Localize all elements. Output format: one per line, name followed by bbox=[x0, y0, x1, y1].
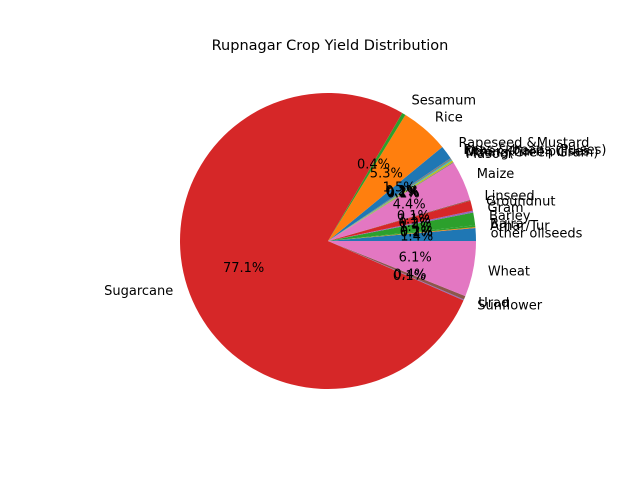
slice-percent-barley: 1.4% bbox=[399, 220, 432, 235]
slice-percent-masoor: 0.1% bbox=[387, 186, 420, 201]
pie-slice-masoor bbox=[328, 161, 454, 241]
slice-label-groundnut: Groundnut bbox=[486, 195, 555, 210]
pie-slice-sunflower bbox=[328, 241, 464, 301]
slice-percent-moong-green-gram: 0.2% bbox=[386, 186, 419, 201]
pie-slice-sugarcane bbox=[179, 92, 464, 389]
slice-label-masoor: Masoor bbox=[466, 147, 514, 162]
slice-percent-arhar-tur: 0.1% bbox=[400, 225, 433, 240]
pie-slice-peas-beans-pulses bbox=[328, 158, 452, 241]
slice-label-barley: Barley bbox=[489, 209, 531, 224]
pie-labels: other oilseedsArhar/TurBajraBarleyGramGr… bbox=[104, 94, 606, 314]
slice-percent-sugarcane: 77.1% bbox=[223, 261, 264, 276]
pie-slice-arhar-tur bbox=[328, 227, 476, 241]
slice-percent-rapeseed-mustard: 1.5% bbox=[383, 180, 416, 195]
pie-slices bbox=[179, 92, 476, 389]
slice-percent-sunflower: 0.1% bbox=[393, 269, 426, 284]
slice-percent-other-kharif-pulses: 0.1% bbox=[386, 185, 419, 200]
slice-label-gram: Gram bbox=[488, 201, 524, 216]
pie-slice-linseed bbox=[328, 199, 471, 241]
pie-slice-sesamum bbox=[328, 112, 406, 241]
slice-percent-rice: 5.3% bbox=[370, 167, 403, 182]
pie-slice-rapeseed-mustard bbox=[328, 146, 451, 241]
slice-label-other-kharif-pulses: Other Kharif pulses bbox=[464, 144, 589, 159]
slice-percent-bajra: 0.2% bbox=[400, 225, 433, 240]
slice-percent-sesamum: 0.4% bbox=[357, 157, 390, 172]
slice-percent-gram: 0.2% bbox=[399, 216, 432, 231]
slice-percent-wheat: 6.1% bbox=[399, 250, 432, 265]
slice-percent-other-oilseeds: 1.4% bbox=[400, 230, 433, 245]
slice-label-other-oilseeds: other oilseeds bbox=[491, 226, 583, 241]
slice-label-rice: Rice bbox=[435, 111, 463, 126]
pie-slice-barley bbox=[328, 212, 476, 241]
slice-label-wheat: Wheat bbox=[488, 264, 530, 279]
slice-label-moong-green-gram: Moong(Green Gram) bbox=[465, 146, 598, 161]
slice-percent-linseed: 0.1% bbox=[397, 209, 430, 224]
pie-slice-rice bbox=[328, 114, 443, 241]
pie-slice-groundnut bbox=[328, 200, 473, 241]
pie-slice-moong-green-gram bbox=[328, 160, 454, 241]
slice-percent-peas-beans-pulses: 0.2% bbox=[385, 184, 418, 199]
slice-label-rapeseed-mustard: Rapeseed &Mustard bbox=[458, 136, 589, 151]
slice-label-urad: Urad bbox=[478, 296, 509, 311]
slice-label-linseed: Linseed bbox=[485, 189, 535, 204]
slice-label-sesamum: Sesamum bbox=[411, 94, 476, 109]
pie-slice-gram bbox=[328, 210, 474, 241]
slice-label-maize: Maize bbox=[477, 167, 515, 182]
slice-label-peas-beans-pulses: Peas & beans (Pulses) bbox=[463, 143, 606, 158]
slice-percent-maize: 4.4% bbox=[393, 197, 426, 212]
pie-slice-urad bbox=[328, 241, 466, 300]
slice-label-arhar-tur: Arhar/Tur bbox=[490, 219, 550, 234]
pie-percent-labels: 1.4%0.1%0.2%1.4%0.2%1.1%0.1%4.4%0.1%0.2%… bbox=[223, 157, 433, 284]
pie-slice-wheat bbox=[328, 241, 476, 297]
slice-percent-urad: 0.4% bbox=[393, 268, 426, 283]
pie-slice-bajra bbox=[328, 225, 476, 241]
pie-slice-maize bbox=[328, 162, 471, 241]
slice-percent-groundnut: 1.1% bbox=[398, 212, 431, 227]
pie-slice-other-oilseeds bbox=[328, 228, 476, 241]
slice-label-sugarcane: Sugarcane bbox=[104, 284, 173, 299]
slice-label-bajra: Bajra bbox=[490, 217, 524, 232]
slice-label-sunflower: Sunflower bbox=[477, 298, 543, 313]
pie-slice-other-kharif-pulses bbox=[328, 159, 453, 241]
chart-title: Rupnagar Crop Yield Distribution bbox=[212, 38, 449, 54]
